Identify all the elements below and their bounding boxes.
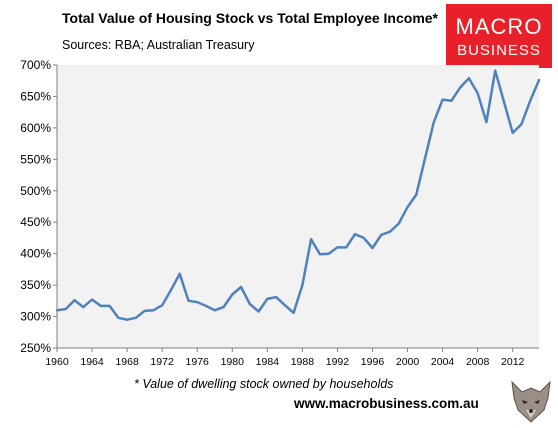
series-group [55,69,541,321]
chart-title: Total Value of Housing Stock vs Total Em… [62,10,439,26]
x-tick-label: 2008 [466,356,490,368]
y-tick-label: 650% [20,89,51,103]
y-tick-label: 350% [20,278,51,292]
chart-subtitle: Sources: RBA; Australian Treasury [62,38,255,52]
x-tick-label: 1960 [45,356,69,368]
macrobusiness-logo: MACRO BUSINESS [446,4,552,68]
x-tick-label: 2000 [396,356,420,368]
x-tick-label: 1980 [221,356,245,368]
footnote: * Value of dwelling stock owned by house… [134,377,394,391]
x-tick-label: 1984 [256,356,280,368]
y-tick-label: 450% [20,215,51,229]
x-tick-label: 1976 [186,356,210,368]
x-tick-label: 1972 [150,356,174,368]
y-tick-label: 250% [20,341,51,355]
x-tick-label: 2012 [501,356,525,368]
x-tick-label: 1964 [80,356,104,368]
logo-line-business: BUSINESS [457,42,541,59]
x-tick-label: 1988 [291,356,315,368]
y-tick-label: 700% [20,58,51,72]
logo-line-macro: MACRO [455,14,543,39]
x-tick-label: 1996 [361,356,385,368]
y-axis-ticks: 250% 300% 350% 400% 450% 500% 550% 600% 650% 700% [20,58,57,355]
y-tick-label: 300% [20,310,51,324]
y-tick-label: 400% [20,247,51,261]
y-tick-label: 500% [20,184,51,198]
x-axis-ticks: 1960 1964 1968 1972 1976 1980 1984 1988 1992 1996… [45,348,525,368]
series-line [55,69,541,321]
website-url[interactable]: www.macrobusiness.com.au [294,396,479,411]
x-tick-label: 2004 [431,356,455,368]
y-tick-label: 550% [20,152,51,166]
wolf-head-icon [511,380,551,423]
plot-area [57,65,539,348]
x-tick-label: 1992 [326,356,350,368]
y-tick-label: 600% [20,121,51,135]
x-tick-label: 1968 [115,356,139,368]
